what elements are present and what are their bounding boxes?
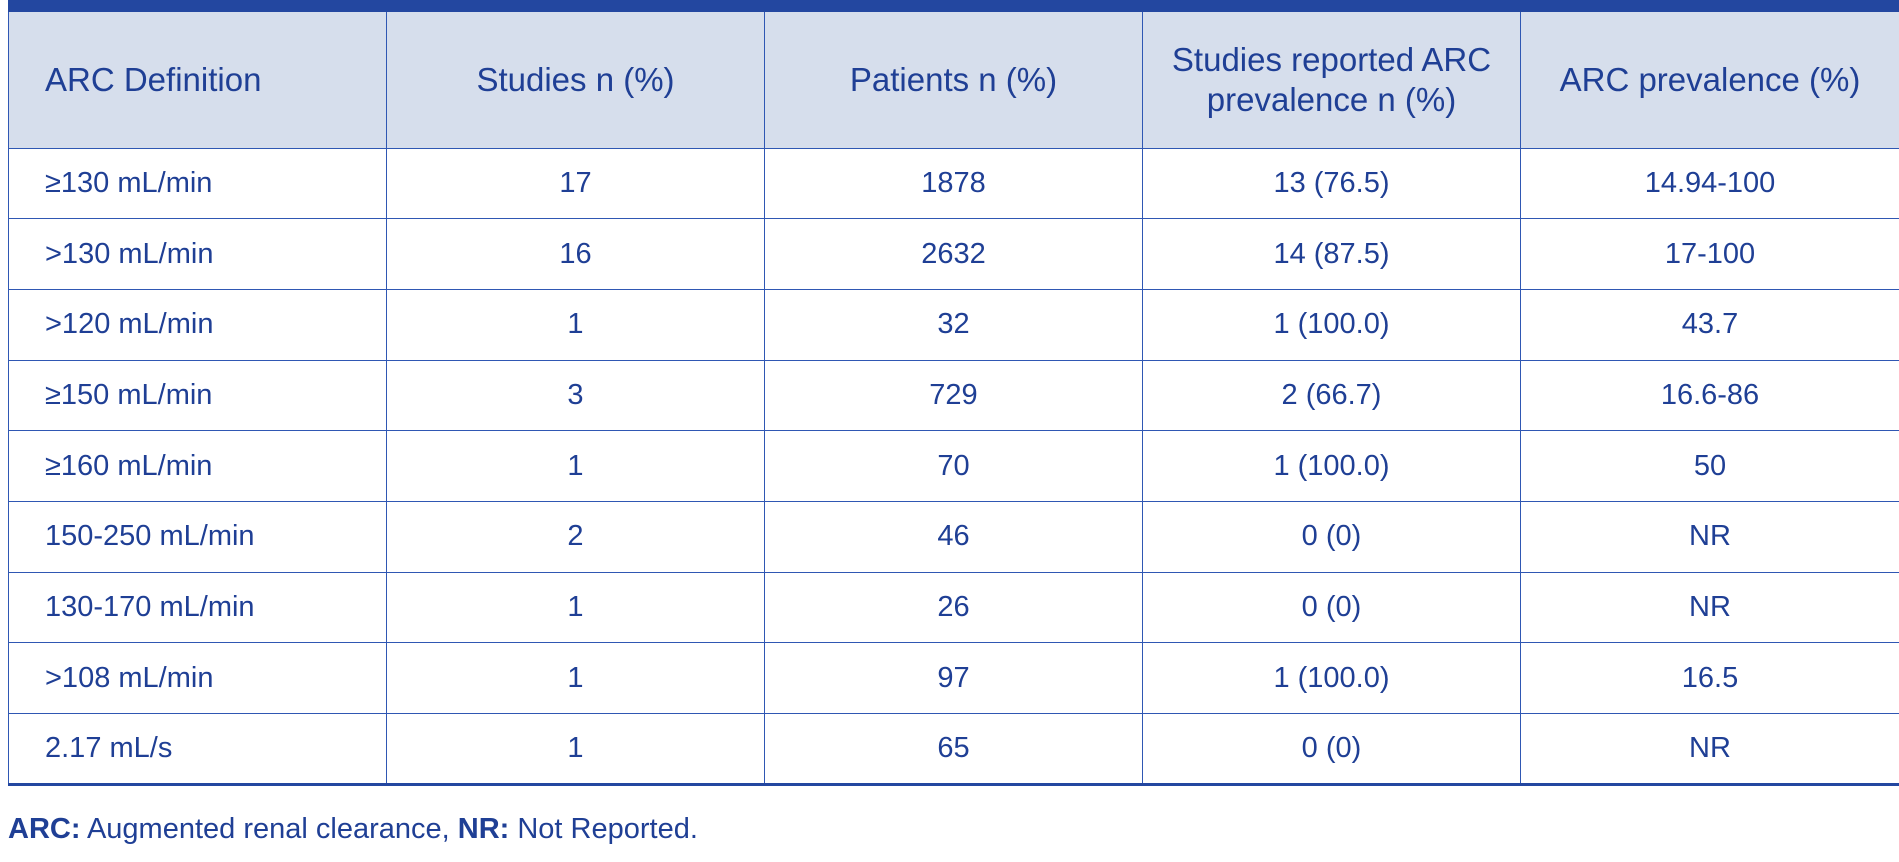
table-row: >130 mL/min 16 2632 14 (87.5) 17-100 (8, 218, 1899, 290)
table-header-row: ARC Definition Studies n (%) Patients n … (8, 12, 1899, 149)
cell-patients: 1878 (764, 148, 1143, 220)
cell-patients: 729 (764, 360, 1143, 432)
cell-studies-reported: 0 (0) (1142, 572, 1521, 644)
cell-arc-prevalence: 14.94-100 (1520, 148, 1899, 220)
cell-arc-definition: ≥160 mL/min (8, 430, 387, 502)
cell-studies-reported: 0 (0) (1142, 713, 1521, 786)
cell-arc-definition: >120 mL/min (8, 289, 387, 361)
header-studies-reported-prevalence: Studies reported ARC prevalence n (%) (1142, 12, 1521, 149)
header-patients: Patients n (%) (764, 12, 1143, 149)
cell-studies-reported: 0 (0) (1142, 501, 1521, 573)
cell-studies: 2 (386, 501, 765, 573)
cell-arc-definition: >130 mL/min (8, 218, 387, 290)
cell-studies-reported: 14 (87.5) (1142, 218, 1521, 290)
cell-studies: 1 (386, 572, 765, 644)
table-row: >108 mL/min 1 97 1 (100.0) 16.5 (8, 642, 1899, 714)
cell-arc-prevalence: 16.5 (1520, 642, 1899, 714)
table-row: ≥150 mL/min 3 729 2 (66.7) 16.6-86 (8, 360, 1899, 432)
cell-studies: 16 (386, 218, 765, 290)
cell-arc-prevalence: 50 (1520, 430, 1899, 502)
cell-studies: 1 (386, 642, 765, 714)
table-top-rule (8, 0, 1899, 12)
cell-studies-reported: 13 (76.5) (1142, 148, 1521, 220)
footnote-abbr-arc: ARC: (8, 813, 81, 845)
cell-arc-prevalence: NR (1520, 713, 1899, 786)
cell-arc-prevalence: NR (1520, 572, 1899, 644)
cell-arc-prevalence: NR (1520, 501, 1899, 573)
cell-patients: 26 (764, 572, 1143, 644)
cell-patients: 97 (764, 642, 1143, 714)
cell-studies: 17 (386, 148, 765, 220)
header-studies: Studies n (%) (386, 12, 765, 149)
cell-arc-prevalence: 43.7 (1520, 289, 1899, 361)
table-row: 2.17 mL/s 1 65 0 (0) NR (8, 713, 1899, 786)
table-row: ≥130 mL/min 17 1878 13 (76.5) 14.94-100 (8, 148, 1899, 220)
footnote-def-arc: Augmented renal clearance, (80, 813, 458, 845)
cell-arc-prevalence: 16.6-86 (1520, 360, 1899, 432)
cell-arc-definition: 2.17 mL/s (8, 713, 387, 786)
cell-studies: 3 (386, 360, 765, 432)
cell-arc-definition: 150-250 mL/min (8, 501, 387, 573)
footnote-abbr-nr: NR: (457, 813, 510, 845)
table-footnote: ARC: Augmented renal clearance, NR: Not … (8, 813, 698, 846)
header-arc-prevalence: ARC prevalence (%) (1520, 12, 1899, 149)
cell-patients: 32 (764, 289, 1143, 361)
cell-studies-reported: 1 (100.0) (1142, 642, 1521, 714)
cell-arc-definition: ≥130 mL/min (8, 148, 387, 220)
table-row: >120 mL/min 1 32 1 (100.0) 43.7 (8, 289, 1899, 361)
cell-studies: 1 (386, 289, 765, 361)
cell-patients: 70 (764, 430, 1143, 502)
cell-arc-definition: >108 mL/min (8, 642, 387, 714)
cell-patients: 46 (764, 501, 1143, 573)
arc-table-container: ARC Definition Studies n (%) Patients n … (8, 0, 1899, 786)
cell-arc-definition: ≥150 mL/min (8, 360, 387, 432)
table-row: 150-250 mL/min 2 46 0 (0) NR (8, 501, 1899, 573)
cell-arc-definition: 130-170 mL/min (8, 572, 387, 644)
cell-studies-reported: 1 (100.0) (1142, 430, 1521, 502)
header-arc-definition: ARC Definition (8, 12, 387, 149)
cell-patients: 2632 (764, 218, 1143, 290)
cell-studies-reported: 2 (66.7) (1142, 360, 1521, 432)
cell-studies-reported: 1 (100.0) (1142, 289, 1521, 361)
cell-arc-prevalence: 17-100 (1520, 218, 1899, 290)
cell-patients: 65 (764, 713, 1143, 786)
footnote-def-nr: Not Reported. (509, 813, 698, 845)
arc-definition-table: ARC Definition Studies n (%) Patients n … (8, 12, 1899, 786)
cell-studies: 1 (386, 430, 765, 502)
table-row: ≥160 mL/min 1 70 1 (100.0) 50 (8, 430, 1899, 502)
cell-studies: 1 (386, 713, 765, 786)
table-row: 130-170 mL/min 1 26 0 (0) NR (8, 572, 1899, 644)
